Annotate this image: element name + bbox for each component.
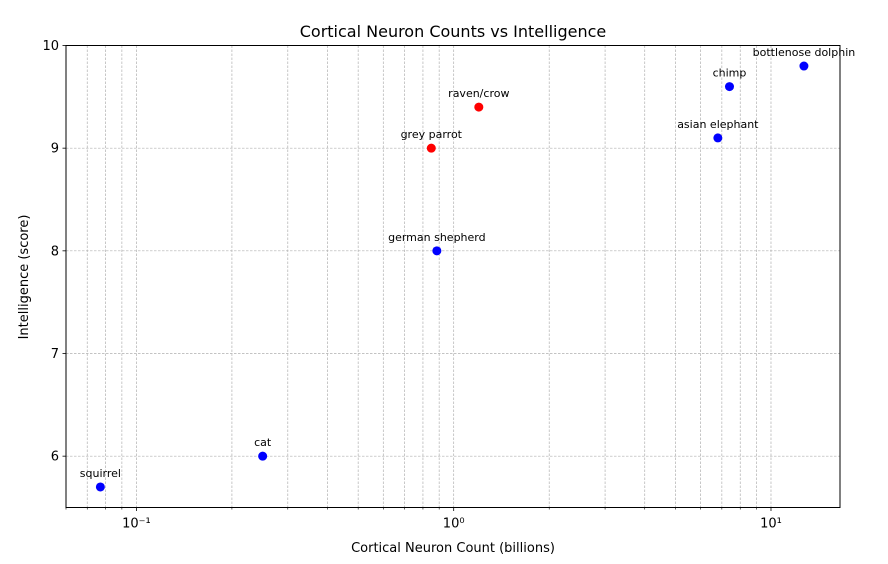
data-point — [799, 61, 809, 71]
y-tick-label: 10 — [42, 39, 59, 54]
y-axis-label: Intelligence (score) — [17, 215, 32, 340]
x-tick-label: 10⁻¹ — [122, 517, 151, 532]
data-point — [724, 82, 734, 92]
data-point — [258, 451, 268, 461]
x-tick-label: 10⁰ — [443, 517, 465, 532]
plot-frame — [65, 45, 841, 508]
y-tick-label: 9 — [51, 142, 59, 157]
data-point — [474, 102, 484, 112]
y-tick-label: 7 — [51, 347, 59, 362]
point-label: german shepherd — [388, 231, 486, 244]
data-point — [95, 482, 105, 492]
point-labels-layer: squirrel cat grey parrot german shepherd rav… — [80, 46, 855, 480]
y-tick-label: 8 — [51, 244, 59, 259]
point-label: cat — [254, 436, 272, 449]
point-label: grey parrot — [401, 128, 463, 141]
data-point — [426, 143, 436, 153]
y-tick-label: 6 — [51, 450, 59, 465]
points-layer — [95, 61, 809, 492]
x-axis-label: Cortical Neuron Count (billions) — [351, 541, 555, 556]
chart-title: Cortical Neuron Counts vs Intelligence — [300, 22, 607, 41]
data-point — [432, 246, 442, 256]
data-point — [713, 133, 723, 143]
point-label: asian elephant — [677, 118, 759, 131]
x-tick-label: 10¹ — [760, 517, 782, 532]
point-label: bottlenose dolphin — [753, 46, 856, 59]
point-label: chimp — [713, 67, 747, 80]
point-label: raven/crow — [448, 87, 509, 100]
ticks-layer: 10⁻¹ 10⁰ 10¹ 6 7 8 9 10 — [42, 39, 781, 532]
point-label: squirrel — [80, 467, 121, 480]
grid-layer — [65, 45, 840, 508]
